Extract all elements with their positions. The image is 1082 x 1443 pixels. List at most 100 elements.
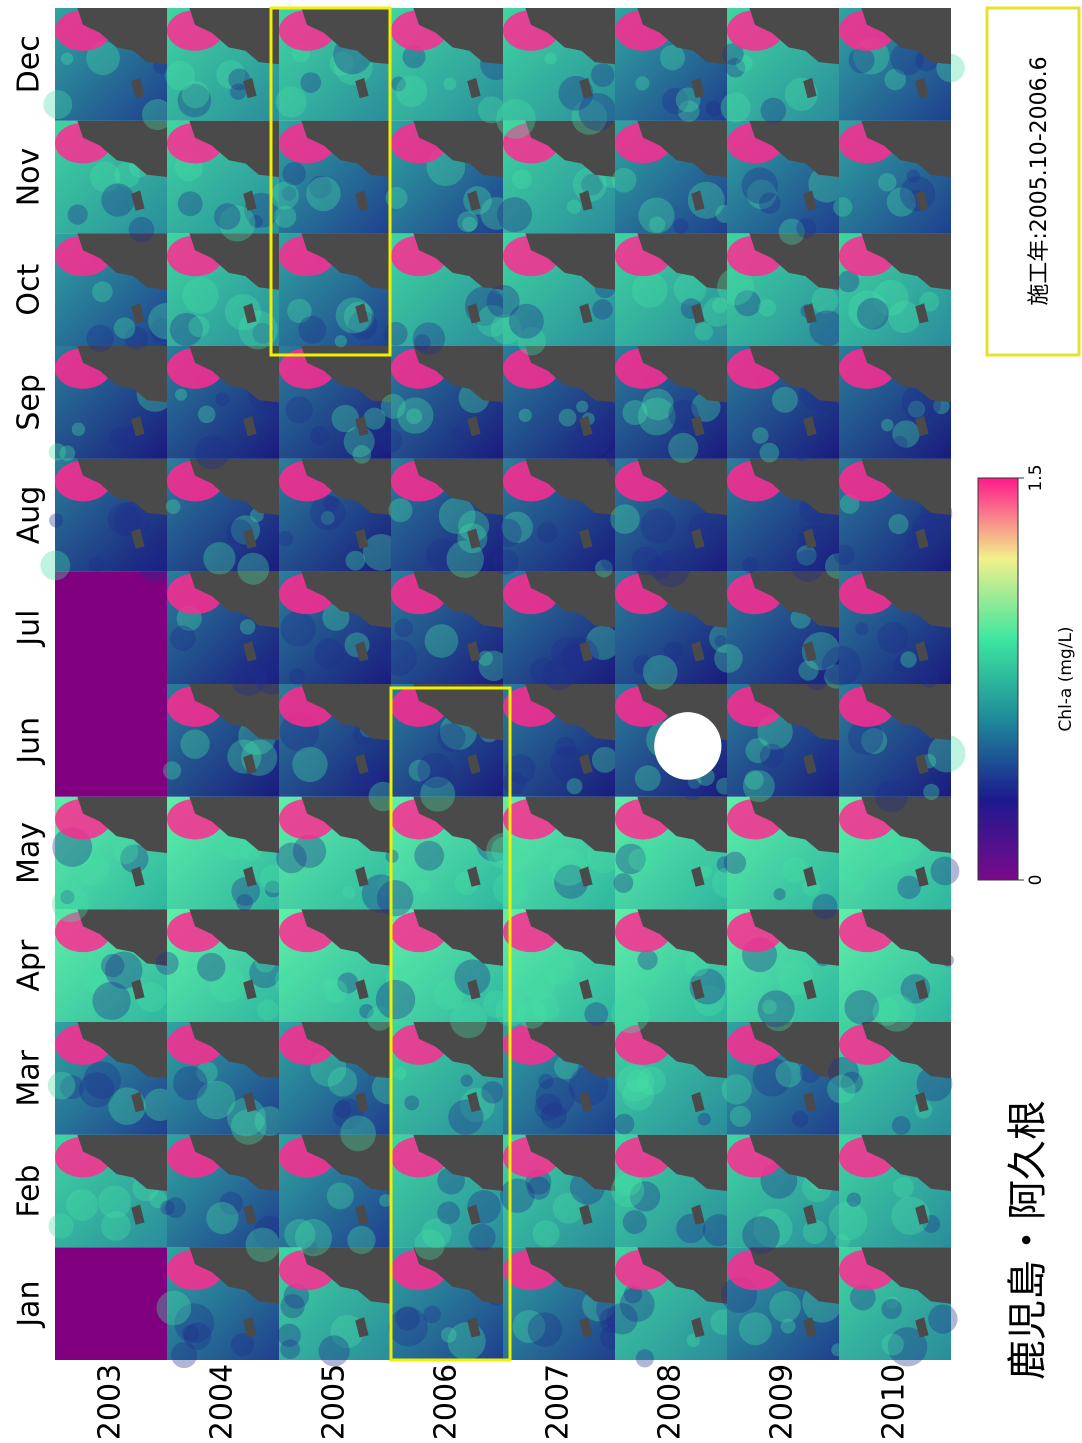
texture [275, 967, 299, 991]
texture [584, 1002, 608, 1026]
texture [668, 433, 698, 463]
cell-image [376, 909, 511, 1038]
texture [48, 1072, 76, 1100]
cell-image [722, 1022, 839, 1135]
cell-image [500, 1135, 615, 1248]
texture [323, 979, 347, 1003]
texture [92, 982, 130, 1020]
texture [319, 1335, 350, 1366]
texture [283, 162, 306, 185]
texture [773, 888, 785, 900]
texture [772, 387, 798, 413]
texture [43, 90, 72, 119]
texture [509, 304, 544, 339]
texture [195, 435, 229, 469]
cell-image [839, 909, 954, 1031]
cell-image [156, 909, 281, 1022]
texture [278, 531, 293, 546]
texture [875, 780, 908, 813]
texture [614, 873, 634, 893]
texture [612, 168, 637, 193]
texture [396, 76, 428, 108]
year-label: 2008 [653, 1364, 688, 1440]
texture [792, 1111, 809, 1128]
texture [416, 879, 430, 893]
month-label: Aug [12, 486, 47, 545]
texture [638, 197, 674, 233]
cell-image [712, 797, 839, 920]
cell-image [167, 571, 292, 695]
cell-image [43, 8, 173, 130]
cell-image [727, 346, 839, 462]
texture [653, 550, 690, 587]
texture [893, 1177, 914, 1198]
texture [347, 1226, 375, 1254]
cell-image [167, 233, 279, 349]
texture [742, 557, 758, 573]
texture [892, 436, 907, 451]
cell-image [52, 797, 167, 923]
texture [752, 427, 768, 443]
year-label: 2009 [765, 1364, 800, 1440]
texture [527, 1177, 550, 1200]
texture [381, 394, 406, 419]
texture [545, 52, 557, 64]
texture [72, 422, 85, 435]
cell-image [833, 121, 951, 234]
texture [89, 557, 104, 572]
texture [724, 852, 746, 874]
texture [377, 880, 413, 916]
texture [881, 419, 894, 432]
texture [276, 86, 307, 117]
cell-image [503, 684, 618, 797]
texture [706, 101, 722, 117]
texture [857, 298, 889, 330]
texture [87, 325, 115, 353]
texture [812, 894, 837, 919]
cell-image [380, 571, 508, 684]
cell-image [55, 1247, 167, 1360]
cell-image [165, 8, 279, 121]
cell-image [48, 1022, 176, 1135]
texture [444, 78, 457, 91]
texture [335, 335, 347, 347]
texture [533, 1220, 560, 1247]
texture [827, 1075, 855, 1103]
texture [923, 784, 939, 800]
cell-image [163, 684, 279, 797]
texture [537, 522, 557, 542]
cell-image [827, 1022, 952, 1135]
texture [178, 191, 203, 216]
cell-image [611, 909, 727, 1033]
texture [486, 833, 522, 869]
note: 施工年:2005.10-2006.6 [1027, 56, 1052, 305]
texture [447, 1322, 485, 1360]
texture [931, 856, 960, 885]
texture [214, 203, 240, 229]
texture [493, 549, 519, 575]
texture [203, 542, 235, 574]
cell-image [615, 8, 727, 122]
texture [762, 1000, 777, 1015]
texture [66, 1189, 98, 1221]
month-label: Jul [12, 610, 47, 648]
cell-image [271, 121, 391, 234]
texture [640, 508, 675, 543]
texture [592, 747, 618, 773]
texture [519, 409, 532, 422]
texture [638, 950, 658, 970]
texture [834, 544, 855, 565]
texture [822, 646, 862, 686]
cell-image [55, 909, 167, 1022]
texture [163, 761, 181, 779]
cell-image [388, 459, 503, 578]
texture [636, 1349, 654, 1367]
texture [714, 644, 743, 673]
texture [611, 994, 650, 1033]
texture [113, 839, 138, 864]
texture [461, 1075, 473, 1087]
cell-image [503, 346, 624, 467]
texture [617, 1064, 654, 1101]
figure: 施工年:2005.10-2006.6 Chl-a (mg/L) 鹿児島・阿久根 … [0, 0, 1082, 1443]
texture [521, 966, 556, 1001]
